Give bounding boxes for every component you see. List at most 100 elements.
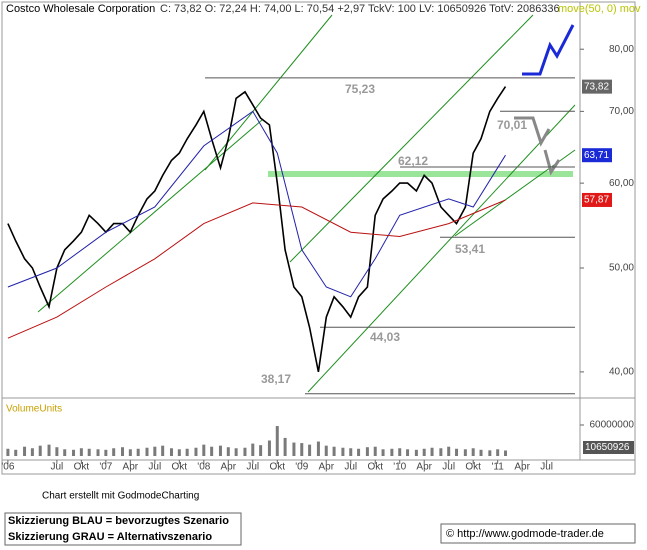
header-quote: C: 73,82 O: 72,24 H: 74,00 L: 70,54 +2,9…	[160, 3, 560, 15]
level-label: 62,12	[398, 154, 428, 168]
credit: Chart erstellt mit GodmodeCharting	[42, 491, 199, 502]
volume-bar	[422, 448, 426, 456]
series-line	[7, 86, 507, 373]
y-tick-label: 70,00	[609, 106, 634, 117]
volume-bar	[439, 448, 443, 456]
volume-bar	[72, 449, 76, 456]
last-value-box	[582, 192, 612, 207]
last-value-label: 57,87	[584, 195, 609, 206]
chart-title: Costco Wholesale Corporation	[6, 3, 155, 15]
volume-bar	[153, 446, 157, 456]
volume-bar	[341, 447, 345, 456]
volume-bar	[390, 448, 394, 456]
volume-bar	[243, 447, 247, 456]
volume-bar	[447, 446, 451, 456]
level-label: 75,23	[345, 82, 375, 96]
scenario-blue	[522, 24, 575, 76]
x-tick-label: '09	[295, 462, 308, 473]
x-tick-label: '10	[393, 462, 406, 473]
volume-bar	[496, 449, 500, 456]
volume-bar	[194, 447, 198, 456]
x-tick-label: Apr	[416, 462, 432, 473]
y-tick-label: 40,00	[609, 367, 634, 378]
y-tick-label: 60,00	[609, 178, 634, 189]
volume-bar	[471, 448, 475, 456]
x-tick-label: Okt	[74, 462, 90, 473]
volume-bar	[128, 449, 132, 456]
scenario-gray	[514, 116, 551, 147]
source-box	[440, 523, 636, 544]
x-tick-label: Apr	[514, 462, 530, 473]
scenario-gray	[543, 149, 561, 176]
legend-box	[4, 512, 242, 546]
level-label: 70,01	[497, 118, 527, 132]
x-tick-label: Jul	[50, 462, 63, 473]
legend-gray: Skizzierung GRAU = Alternativszenario	[8, 531, 212, 543]
y-tick-label: 80,00	[609, 44, 634, 55]
y-tick-label: 50,00	[609, 263, 634, 274]
volume-title: VolumeUnits	[6, 404, 62, 415]
x-tick-label: Okt	[465, 462, 481, 473]
volume-bar	[463, 449, 467, 456]
volume-bar	[251, 443, 255, 456]
volume-bar	[6, 448, 10, 456]
volume-bar	[210, 446, 214, 456]
volume-bar	[104, 449, 108, 456]
x-tick-label: Okt	[367, 462, 383, 473]
volume-bar	[38, 445, 42, 456]
volume-bar	[169, 448, 173, 456]
volume-bar	[308, 444, 312, 456]
volume-bar	[406, 449, 410, 456]
volume-bar	[30, 448, 34, 456]
volume-bar	[488, 450, 492, 456]
level-label: 38,17	[261, 372, 291, 386]
volume-bar	[218, 445, 222, 456]
x-tick-label: Okt	[172, 462, 188, 473]
last-volume-box	[583, 441, 634, 454]
volume-bar	[365, 447, 369, 456]
volume-bar	[381, 449, 385, 456]
last-value-box	[582, 148, 612, 163]
volume-bar	[226, 447, 230, 456]
volume-bar	[63, 449, 67, 456]
x-tick-label: Apr	[221, 462, 237, 473]
series-line	[7, 199, 506, 339]
x-tick-label: Apr	[123, 462, 139, 473]
volume-bar	[479, 449, 483, 456]
x-tick-label: Apr	[318, 462, 334, 473]
last-value-label: 73,82	[584, 81, 609, 92]
volume-bar	[185, 448, 189, 456]
volume-bar	[283, 437, 287, 456]
volume-bar	[79, 448, 83, 456]
x-tick-label: '11	[492, 462, 505, 473]
volume-bar	[357, 448, 361, 456]
volume-bar	[300, 443, 304, 456]
volume-bar	[414, 449, 418, 456]
volume-bar	[398, 448, 402, 456]
x-tick-label: Jul	[540, 462, 553, 473]
legend-blue: Skizzierung BLAU = bevorzugtes Szenario	[8, 515, 229, 527]
volume-bar	[275, 426, 279, 456]
volume-bar	[202, 444, 206, 456]
trend-line	[307, 104, 576, 393]
x-tick-label: Okt	[269, 462, 285, 473]
x-tick-label: '07	[99, 462, 112, 473]
volume-bar	[234, 448, 238, 456]
volume-bar	[14, 449, 18, 456]
support-zone	[268, 171, 573, 177]
volume-bar	[373, 446, 377, 456]
volume-bar	[316, 441, 320, 456]
last-value-label: 63,71	[584, 150, 609, 161]
x-tick-label: Jul	[148, 462, 161, 473]
volume-bar	[267, 440, 271, 456]
volume-bar	[55, 447, 59, 456]
trend-line	[289, 14, 534, 263]
volume-bar	[349, 448, 353, 456]
volume-bar	[87, 448, 91, 456]
x-tick-label: '06	[1, 462, 14, 473]
volume-bar	[23, 446, 27, 456]
last-volume-label: 10650926	[585, 442, 630, 453]
volume-bar	[47, 444, 51, 456]
